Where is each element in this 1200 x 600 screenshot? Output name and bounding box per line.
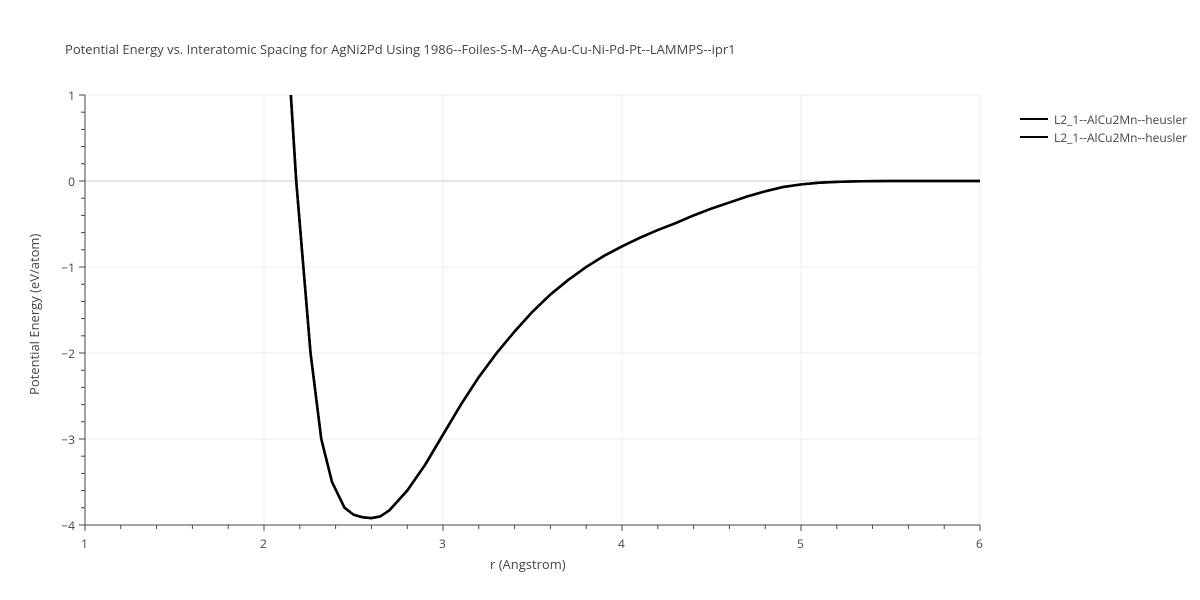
legend: L2_1--AlCu2Mn--heuslerL2_1--AlCu2Mn--heu… (1020, 110, 1187, 146)
legend-label: L2_1--AlCu2Mn--heusler (1054, 111, 1187, 128)
y-tick-label: −1 (61, 259, 75, 276)
x-tick-label: 2 (260, 535, 267, 552)
legend-swatch (1020, 136, 1048, 138)
y-tick-label: −2 (61, 345, 75, 362)
legend-item[interactable]: L2_1--AlCu2Mn--heusler (1020, 128, 1187, 146)
x-tick-label: 5 (797, 535, 804, 552)
y-tick-label: −4 (61, 517, 75, 534)
legend-item[interactable]: L2_1--AlCu2Mn--heusler (1020, 110, 1187, 128)
legend-swatch (1020, 118, 1048, 120)
x-tick-label: 1 (81, 535, 88, 552)
y-tick-label: 1 (68, 87, 75, 104)
y-tick-label: 0 (68, 173, 75, 190)
y-tick-label: −3 (61, 431, 75, 448)
legend-label: L2_1--AlCu2Mn--heusler (1054, 129, 1187, 146)
x-tick-label: 6 (976, 535, 983, 552)
chart-svg (0, 0, 1200, 600)
x-tick-label: 3 (439, 535, 446, 552)
x-tick-label: 4 (618, 535, 625, 552)
